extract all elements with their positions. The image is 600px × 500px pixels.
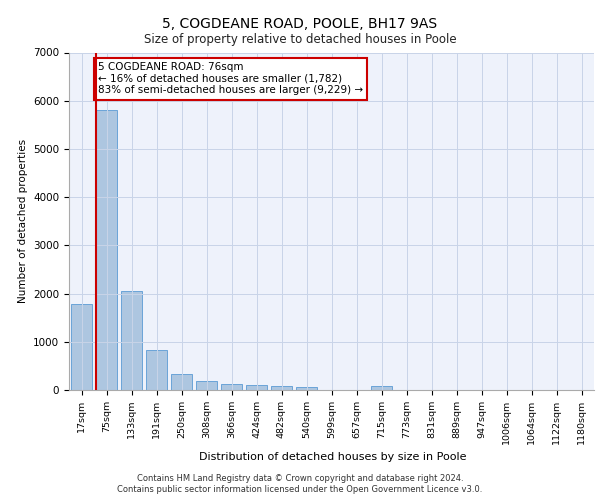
Bar	[171, 374, 192, 390]
Bar	[146, 350, 167, 390]
Bar	[121, 290, 142, 390]
Text: 5 COGDEANE ROAD: 76sqm
← 16% of detached houses are smaller (1,782)
83% of semi-: 5 COGDEANE ROAD: 76sqm ← 16% of detached…	[98, 62, 363, 96]
Bar	[71, 304, 92, 390]
Bar	[96, 110, 117, 390]
Bar	[221, 384, 242, 390]
Bar	[296, 386, 317, 390]
Text: Size of property relative to detached houses in Poole: Size of property relative to detached ho…	[143, 32, 457, 46]
Text: 5, COGDEANE ROAD, POOLE, BH17 9AS: 5, COGDEANE ROAD, POOLE, BH17 9AS	[163, 18, 437, 32]
Y-axis label: Number of detached properties: Number of detached properties	[17, 139, 28, 304]
Bar	[196, 381, 217, 390]
Text: Contains HM Land Registry data © Crown copyright and database right 2024.
Contai: Contains HM Land Registry data © Crown c…	[118, 474, 482, 494]
Bar	[246, 385, 267, 390]
Bar	[371, 386, 392, 390]
Text: Distribution of detached houses by size in Poole: Distribution of detached houses by size …	[199, 452, 467, 462]
Bar	[271, 386, 292, 390]
